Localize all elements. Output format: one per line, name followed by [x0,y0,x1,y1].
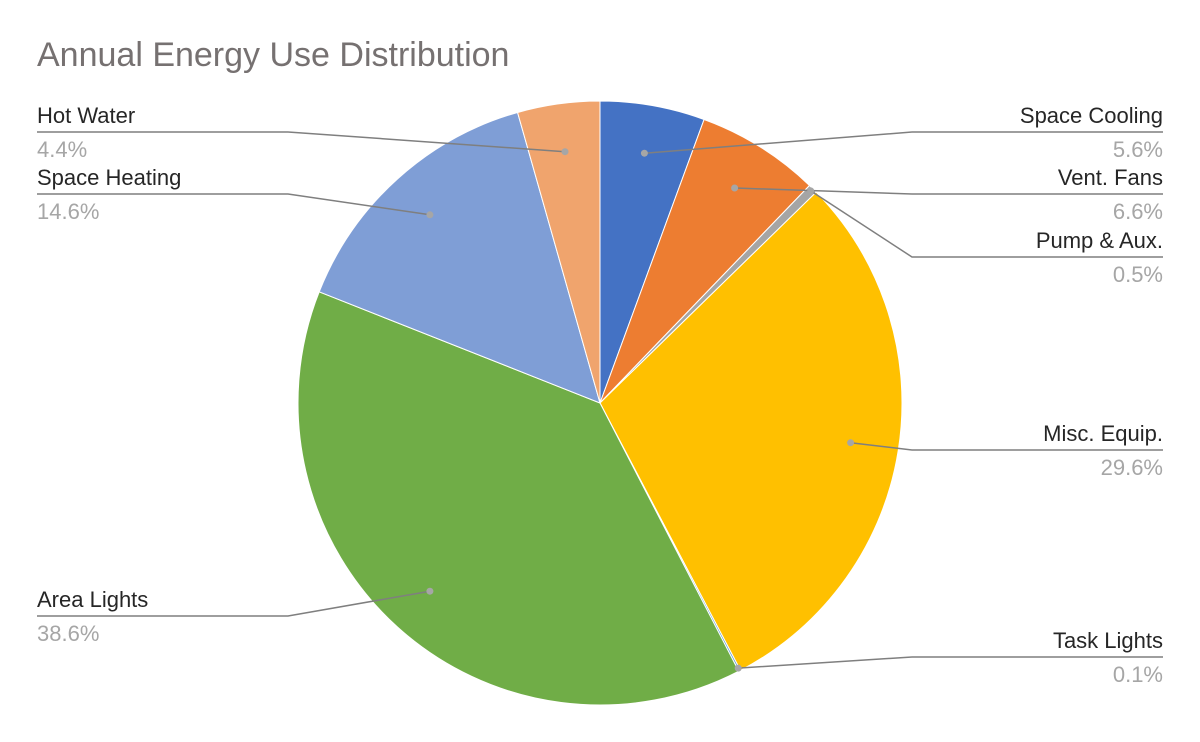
leader-dot-task-lights [734,664,742,672]
slice-value-task-lights: 0.1% [1113,662,1163,687]
leader-line-task-lights [738,656,1163,669]
leader-dot-area-lights [426,587,434,595]
slice-value-vent-fans: 6.6% [1113,199,1163,224]
leader-dot-space-heating [426,211,434,219]
slice-label-vent-fans: Vent. Fans [1058,165,1163,190]
leader-dot-pump-aux [807,187,815,195]
slice-label-pump-aux: Pump & Aux. [1036,228,1163,253]
slice-value-hot-water: 4.4% [37,137,87,162]
slice-value-area-lights: 38.6% [37,621,99,646]
leader-line-vent-fans [734,187,1163,195]
slice-label-task-lights: Task Lights [1053,628,1163,653]
leader-line-area-lights [37,590,431,617]
leader-line-hot-water [37,131,566,153]
leader-dot-space-cooling [640,149,648,157]
slice-label-hot-water: Hot Water [37,103,135,128]
pie-slice-misc-equip [599,191,903,672]
leader-line-space-cooling [644,131,1163,154]
leader-line-pump-aux [810,190,1163,258]
pie-slice-area-lights [297,291,740,706]
slice-value-pump-aux: 0.5% [1113,262,1163,287]
slice-value-space-cooling: 5.6% [1113,137,1163,162]
pie-slices [297,100,903,706]
data-labels: Space Cooling 5.6% Vent. Fans 6.6% Pump & Au… [37,103,1163,687]
leader-dot-hot-water [561,148,569,156]
slice-value-space-heating: 14.6% [37,199,99,224]
pie-slice-space-heating [318,111,601,404]
leader-lines [37,131,1163,672]
pie-slice-vent-fans [599,118,811,404]
leader-dot-misc-equip [847,439,855,447]
slice-label-space-heating: Space Heating [37,165,181,190]
leader-line-space-heating [37,193,431,216]
slice-value-misc-equip: 29.6% [1101,455,1163,480]
chart-title: Annual Energy Use Distribution [37,36,510,74]
leader-dot-vent-fans [731,184,739,192]
slice-label-space-cooling: Space Cooling [1020,103,1163,128]
slice-label-area-lights: Area Lights [37,587,148,612]
slice-label-misc-equip: Misc. Equip. [1043,421,1163,446]
leader-line-misc-equip [850,441,1163,451]
pie-slice-hot-water [516,100,601,404]
